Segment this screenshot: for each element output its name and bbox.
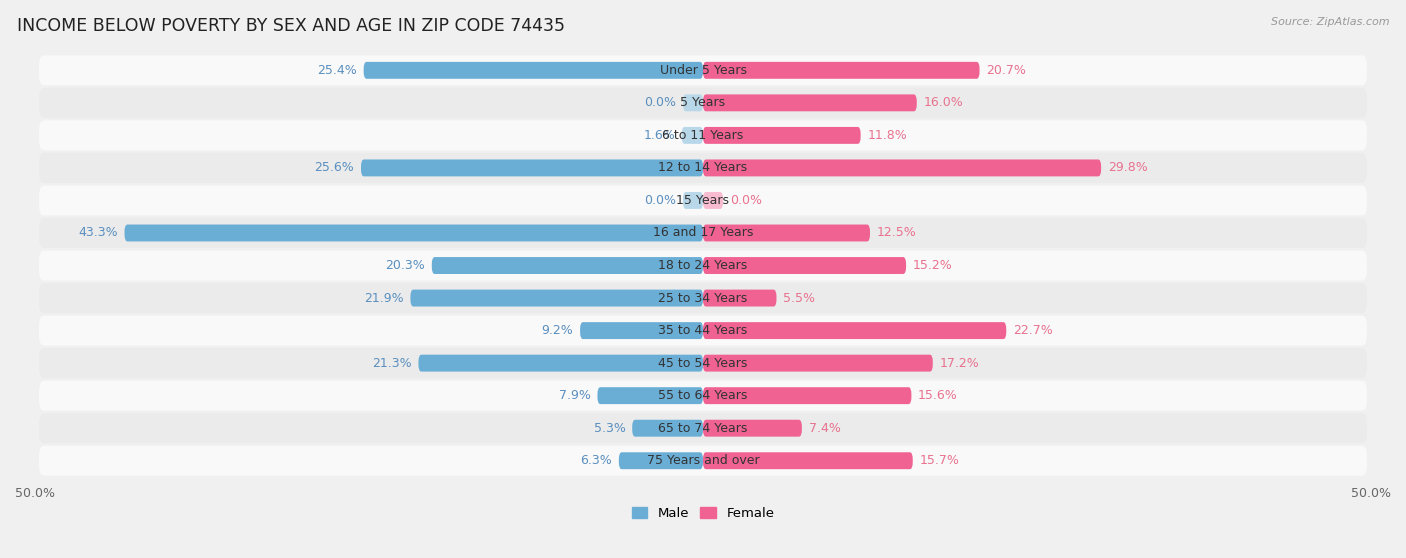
FancyBboxPatch shape bbox=[703, 387, 911, 404]
Text: 6.3%: 6.3% bbox=[581, 454, 612, 467]
FancyBboxPatch shape bbox=[598, 387, 703, 404]
Text: 0.0%: 0.0% bbox=[644, 97, 676, 109]
FancyBboxPatch shape bbox=[581, 322, 703, 339]
Text: 12.5%: 12.5% bbox=[877, 227, 917, 239]
FancyBboxPatch shape bbox=[39, 381, 1367, 411]
FancyBboxPatch shape bbox=[703, 62, 980, 79]
FancyBboxPatch shape bbox=[364, 62, 703, 79]
Text: 20.3%: 20.3% bbox=[385, 259, 425, 272]
Text: 7.4%: 7.4% bbox=[808, 422, 841, 435]
Text: 15 Years: 15 Years bbox=[676, 194, 730, 207]
Text: 11.8%: 11.8% bbox=[868, 129, 907, 142]
FancyBboxPatch shape bbox=[703, 192, 723, 209]
FancyBboxPatch shape bbox=[619, 453, 703, 469]
FancyBboxPatch shape bbox=[411, 290, 703, 306]
Text: 43.3%: 43.3% bbox=[79, 227, 118, 239]
Text: 15.7%: 15.7% bbox=[920, 454, 959, 467]
FancyBboxPatch shape bbox=[703, 94, 917, 111]
FancyBboxPatch shape bbox=[39, 153, 1367, 183]
FancyBboxPatch shape bbox=[703, 160, 1101, 176]
Text: 29.8%: 29.8% bbox=[1108, 161, 1147, 175]
Text: 5.5%: 5.5% bbox=[783, 292, 815, 305]
FancyBboxPatch shape bbox=[361, 160, 703, 176]
Text: 9.2%: 9.2% bbox=[541, 324, 574, 337]
Text: 0.0%: 0.0% bbox=[730, 194, 762, 207]
FancyBboxPatch shape bbox=[633, 420, 703, 437]
Text: 1.6%: 1.6% bbox=[643, 129, 675, 142]
Text: 18 to 24 Years: 18 to 24 Years bbox=[658, 259, 748, 272]
FancyBboxPatch shape bbox=[683, 192, 703, 209]
FancyBboxPatch shape bbox=[703, 420, 801, 437]
Text: 25 to 34 Years: 25 to 34 Years bbox=[658, 292, 748, 305]
FancyBboxPatch shape bbox=[703, 224, 870, 242]
FancyBboxPatch shape bbox=[703, 257, 905, 274]
FancyBboxPatch shape bbox=[683, 94, 703, 111]
FancyBboxPatch shape bbox=[39, 185, 1367, 215]
FancyBboxPatch shape bbox=[39, 218, 1367, 248]
Text: 0.0%: 0.0% bbox=[644, 194, 676, 207]
FancyBboxPatch shape bbox=[419, 355, 703, 372]
FancyBboxPatch shape bbox=[682, 127, 703, 144]
Text: 25.4%: 25.4% bbox=[318, 64, 357, 77]
FancyBboxPatch shape bbox=[703, 355, 932, 372]
Text: 21.9%: 21.9% bbox=[364, 292, 404, 305]
Text: 6 to 11 Years: 6 to 11 Years bbox=[662, 129, 744, 142]
FancyBboxPatch shape bbox=[39, 446, 1367, 476]
FancyBboxPatch shape bbox=[39, 121, 1367, 150]
FancyBboxPatch shape bbox=[432, 257, 703, 274]
Text: 12 to 14 Years: 12 to 14 Years bbox=[658, 161, 748, 175]
Text: 16 and 17 Years: 16 and 17 Years bbox=[652, 227, 754, 239]
FancyBboxPatch shape bbox=[39, 88, 1367, 118]
Text: 22.7%: 22.7% bbox=[1012, 324, 1053, 337]
Text: Under 5 Years: Under 5 Years bbox=[659, 64, 747, 77]
Text: 21.3%: 21.3% bbox=[373, 357, 412, 369]
FancyBboxPatch shape bbox=[39, 55, 1367, 85]
FancyBboxPatch shape bbox=[39, 413, 1367, 443]
Legend: Male, Female: Male, Female bbox=[626, 502, 780, 526]
Text: 16.0%: 16.0% bbox=[924, 97, 963, 109]
Text: 55 to 64 Years: 55 to 64 Years bbox=[658, 389, 748, 402]
FancyBboxPatch shape bbox=[39, 283, 1367, 313]
FancyBboxPatch shape bbox=[703, 453, 912, 469]
FancyBboxPatch shape bbox=[703, 127, 860, 144]
FancyBboxPatch shape bbox=[39, 316, 1367, 345]
Text: 17.2%: 17.2% bbox=[939, 357, 979, 369]
Text: 75 Years and over: 75 Years and over bbox=[647, 454, 759, 467]
Text: 15.2%: 15.2% bbox=[912, 259, 952, 272]
Text: 45 to 54 Years: 45 to 54 Years bbox=[658, 357, 748, 369]
Text: INCOME BELOW POVERTY BY SEX AND AGE IN ZIP CODE 74435: INCOME BELOW POVERTY BY SEX AND AGE IN Z… bbox=[17, 17, 565, 35]
Text: 5 Years: 5 Years bbox=[681, 97, 725, 109]
Text: 5.3%: 5.3% bbox=[593, 422, 626, 435]
FancyBboxPatch shape bbox=[39, 348, 1367, 378]
FancyBboxPatch shape bbox=[39, 251, 1367, 281]
Text: Source: ZipAtlas.com: Source: ZipAtlas.com bbox=[1271, 17, 1389, 27]
Text: 20.7%: 20.7% bbox=[986, 64, 1026, 77]
Text: 7.9%: 7.9% bbox=[560, 389, 591, 402]
FancyBboxPatch shape bbox=[125, 224, 703, 242]
FancyBboxPatch shape bbox=[703, 290, 776, 306]
Text: 15.6%: 15.6% bbox=[918, 389, 957, 402]
Text: 35 to 44 Years: 35 to 44 Years bbox=[658, 324, 748, 337]
Text: 65 to 74 Years: 65 to 74 Years bbox=[658, 422, 748, 435]
FancyBboxPatch shape bbox=[703, 322, 1007, 339]
Text: 25.6%: 25.6% bbox=[315, 161, 354, 175]
